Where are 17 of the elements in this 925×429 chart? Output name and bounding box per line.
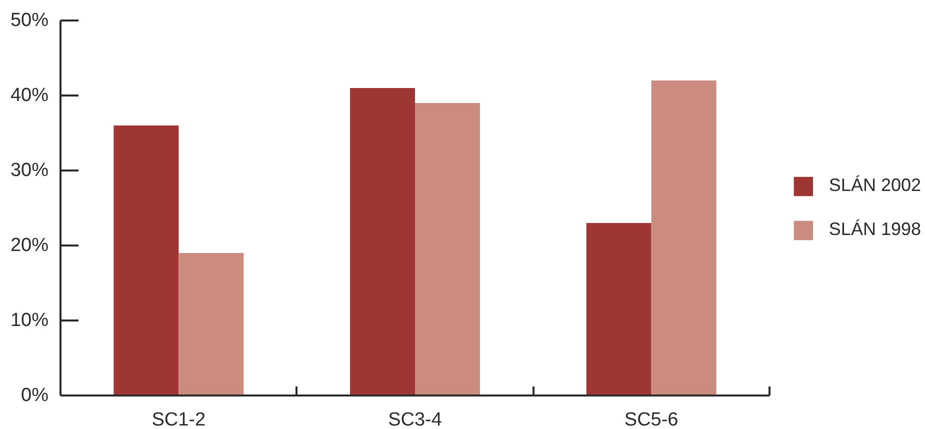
bar — [586, 223, 652, 396]
y-tick-label: 40% — [10, 85, 49, 106]
y-tick-label: 50% — [10, 10, 49, 31]
x-tick-label: SC3-4 — [388, 410, 442, 429]
bar — [350, 88, 415, 396]
legend-label: SLÁN 2002 — [828, 175, 921, 196]
y-tick-label: 20% — [10, 235, 49, 256]
y-tick-label: 30% — [10, 160, 49, 181]
legend-label: SLÁN 1998 — [828, 219, 921, 240]
x-tick-label: SC5-6 — [624, 410, 678, 429]
bar — [651, 80, 716, 396]
bar — [114, 126, 179, 396]
bar — [178, 253, 244, 396]
x-tick-label: SC1-2 — [152, 410, 206, 429]
y-tick-label: 0% — [21, 385, 49, 406]
bar — [415, 103, 480, 396]
y-tick-label: 10% — [10, 310, 49, 331]
